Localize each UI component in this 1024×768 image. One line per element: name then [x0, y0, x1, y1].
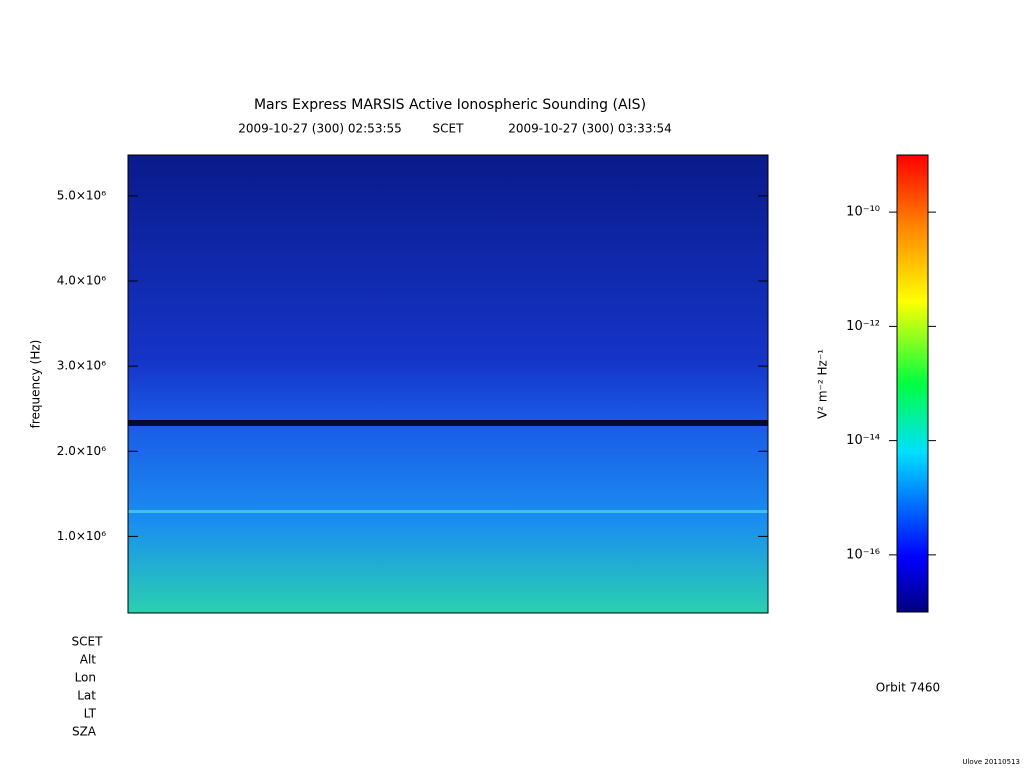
- plot-frame: [127, 154, 769, 614]
- ephemeris-label: Lat: [77, 689, 96, 703]
- colorbar-label: V² m⁻² Hz⁻¹: [816, 349, 830, 419]
- ephemeris-label: SZA: [72, 725, 97, 739]
- ephemeris-label: Alt: [80, 653, 97, 667]
- orbit: Orbit 7460: [876, 681, 940, 695]
- ephemeris-label: LT: [84, 707, 97, 721]
- ephemeris-label: Lon: [75, 671, 96, 685]
- subtitle-start: 2009-10-27 (300) 02:53:55: [238, 122, 402, 136]
- colorbar-tick-label: 10⁻¹²: [846, 319, 880, 334]
- colorbar-tick-label: 10⁻¹⁰: [846, 205, 880, 220]
- subtitle-end: 2009-10-27 (300) 03:33:54: [508, 122, 672, 136]
- y-tick-label: 4.0×10⁶: [57, 273, 106, 287]
- y-tick-label: 2.0×10⁶: [57, 444, 106, 458]
- subtitle-mid: SCET: [433, 122, 465, 136]
- colorbar-tick-label: 10⁻¹⁴: [846, 433, 880, 448]
- spectrogram-image: [128, 155, 768, 613]
- y-axis-label: frequency (Hz): [29, 340, 43, 429]
- y-tick-label: 5.0×10⁶: [57, 188, 106, 202]
- spectrogram-band: [128, 510, 768, 513]
- y-tick-label: 3.0×10⁶: [57, 359, 106, 373]
- colorbar: [896, 154, 929, 613]
- footer: Ulove 20110513: [962, 758, 1020, 766]
- chart-title: Mars Express MARSIS Active Ionospheric S…: [254, 97, 646, 113]
- x-row-label: SCET: [72, 635, 104, 649]
- spectrogram-band: [128, 420, 768, 426]
- colorbar-tick-label: 10⁻¹⁶: [846, 547, 880, 562]
- y-tick-label: 1.0×10⁶: [57, 529, 106, 543]
